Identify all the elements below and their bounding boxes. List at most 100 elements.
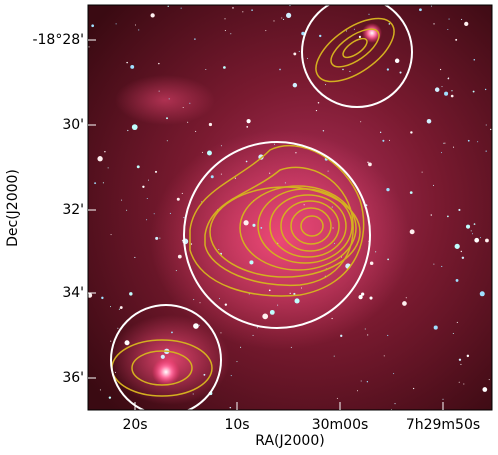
star [102,182,104,184]
star [484,88,487,91]
star [194,38,196,40]
star [447,215,449,218]
star [460,363,462,365]
star [361,292,365,296]
star [470,230,472,232]
star [240,346,242,348]
star [332,227,334,229]
star [146,197,148,199]
star [410,131,413,134]
star [169,212,171,214]
star [279,68,281,71]
star [150,13,155,18]
star [353,28,355,30]
star [265,30,267,32]
star [242,11,244,13]
star [439,68,442,71]
star [220,332,222,334]
star [290,346,292,348]
star [298,50,300,52]
star [364,328,366,330]
x-tick-label: 7h29m50s [406,417,480,433]
star [317,101,320,104]
star [236,361,238,363]
star [450,94,454,98]
star [94,182,97,185]
star [399,71,402,74]
star [461,256,465,260]
star [455,38,458,41]
star [300,287,302,289]
star [387,334,389,337]
star [269,309,275,315]
star [346,30,348,32]
star [443,142,445,144]
star [473,223,476,225]
star [198,324,200,326]
star [208,122,213,127]
star [325,84,327,86]
star [367,334,369,336]
star [444,91,449,96]
star [136,165,140,169]
star [451,90,453,92]
star [452,146,455,148]
y-axis-label: Dec(J2000) [5,169,21,247]
star [331,206,333,208]
star [88,292,93,298]
star [249,260,254,265]
star [306,57,308,59]
star [166,140,168,142]
frame [87,4,493,411]
star [368,13,370,15]
star [274,143,276,145]
contours [111,17,395,397]
star [268,289,271,292]
star [126,209,128,211]
star [177,254,182,259]
star [394,58,400,64]
star [464,21,469,26]
star [454,243,460,249]
star [251,9,253,11]
star [334,242,336,244]
star [181,192,183,195]
star [104,151,106,153]
star [129,292,133,296]
star [485,150,487,152]
star [243,220,249,226]
star [472,90,475,93]
star [246,119,251,124]
star [181,239,183,241]
star [386,68,390,71]
star [331,317,333,320]
star [433,325,438,330]
star [155,236,159,240]
x-axis-label: RA(J2000) [255,433,324,449]
star [386,188,390,192]
star [368,162,372,167]
star [292,82,298,88]
star [192,393,194,395]
star [134,24,136,26]
star [154,170,158,173]
star [490,128,492,131]
star [369,261,374,265]
star [195,130,197,132]
star [97,156,103,162]
star [246,126,249,128]
star [360,380,362,382]
star [218,248,220,250]
star [108,396,112,399]
star [193,299,195,301]
star [262,313,269,320]
x-tick-label: 30m00s [312,417,369,433]
star [303,204,305,206]
star [458,358,462,361]
star [110,340,112,342]
star [187,121,189,123]
star [349,70,351,72]
ticks [88,39,444,410]
star [218,298,220,300]
